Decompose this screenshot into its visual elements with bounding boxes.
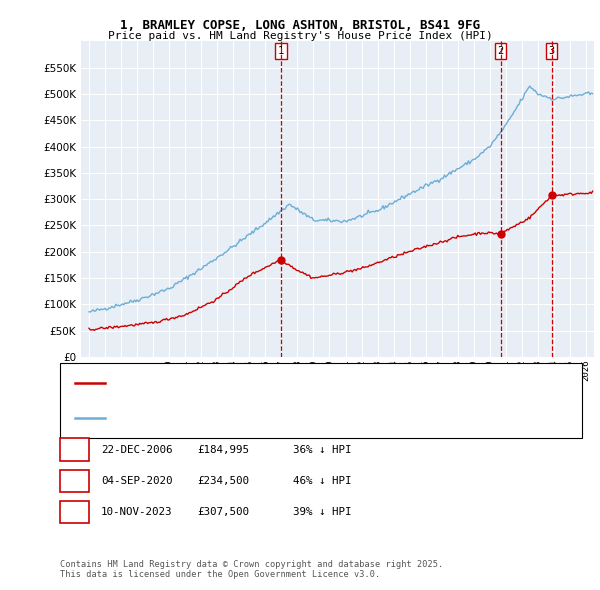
- Text: £184,995: £184,995: [197, 445, 249, 454]
- Text: 2: 2: [71, 474, 78, 487]
- Text: £307,500: £307,500: [197, 507, 249, 517]
- Text: 22-DEC-2006: 22-DEC-2006: [101, 445, 172, 454]
- Text: 1: 1: [278, 46, 284, 56]
- Text: 46% ↓ HPI: 46% ↓ HPI: [293, 476, 352, 486]
- Text: 10-NOV-2023: 10-NOV-2023: [101, 507, 172, 517]
- Text: 1: 1: [71, 443, 78, 456]
- Text: Price paid vs. HM Land Registry's House Price Index (HPI): Price paid vs. HM Land Registry's House …: [107, 31, 493, 41]
- Text: 36% ↓ HPI: 36% ↓ HPI: [293, 445, 352, 454]
- Text: 1, BRAMLEY COPSE, LONG ASHTON, BRISTOL, BS41 9FG: 1, BRAMLEY COPSE, LONG ASHTON, BRISTOL, …: [120, 19, 480, 32]
- Text: 1, BRAMLEY COPSE, LONG ASHTON, BRISTOL, BS41 9FG (detached house): 1, BRAMLEY COPSE, LONG ASHTON, BRISTOL, …: [111, 378, 501, 388]
- Text: 2: 2: [497, 46, 503, 56]
- Text: 3: 3: [71, 506, 78, 519]
- Text: HPI: Average price, detached house, North Somerset: HPI: Average price, detached house, Nort…: [111, 413, 411, 423]
- Text: Contains HM Land Registry data © Crown copyright and database right 2025.
This d: Contains HM Land Registry data © Crown c…: [60, 560, 443, 579]
- Text: £234,500: £234,500: [197, 476, 249, 486]
- Text: 39% ↓ HPI: 39% ↓ HPI: [293, 507, 352, 517]
- Text: 04-SEP-2020: 04-SEP-2020: [101, 476, 172, 486]
- Text: 3: 3: [548, 46, 555, 56]
